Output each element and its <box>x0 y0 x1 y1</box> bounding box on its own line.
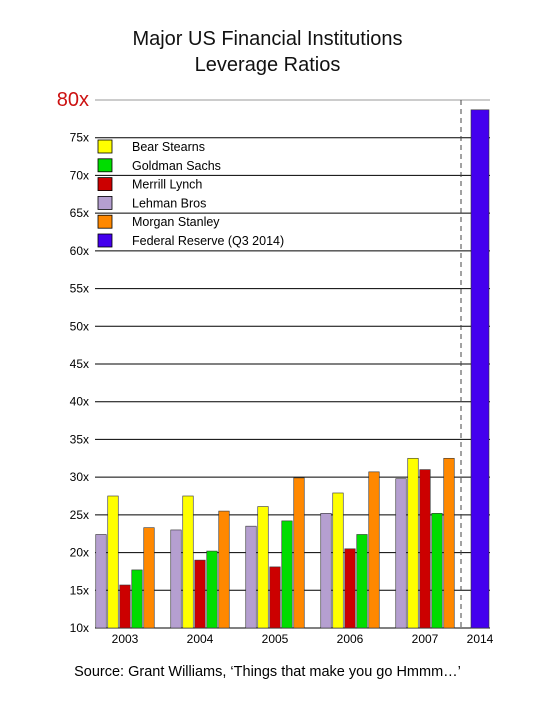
legend-label-federal-reserve-q3-2014: Federal Reserve (Q3 2014) <box>132 234 284 248</box>
chart-title-line-1: Major US Financial Institutions <box>132 28 403 50</box>
bar-merrill-lynch-2006 <box>344 548 356 629</box>
y-axis-tick-labels: 10x 15x 20x 25x 30x 35x 40x 45x 50x 55x 60x 65x 70x 7… <box>57 89 89 635</box>
bar-merrill-lynch-2007 <box>419 469 431 629</box>
y-tick-label-30: 30x <box>70 470 89 484</box>
y-tick-label-80: 80x <box>57 89 89 111</box>
bar-bear-stearns-2006 <box>332 492 344 629</box>
y-tick-label-60: 60x <box>70 244 89 258</box>
bar-bear-stearns-2003 <box>107 495 119 629</box>
bar-lehman-bros-2003 <box>95 534 107 629</box>
bar-bear-stearns-2007 <box>407 457 419 629</box>
y-tick-label-20: 20x <box>70 546 89 560</box>
legend-swatch-federal-reserve-q3-2014 <box>97 233 113 248</box>
bar-morgan-stanley-2007 <box>443 457 455 629</box>
x-tick-label-2006: 2006 <box>337 632 364 646</box>
bar-bear-stearns-2005 <box>257 506 269 629</box>
bar-bear-stearns-2004 <box>182 495 194 629</box>
bar-lehman-bros-2004 <box>170 529 182 629</box>
y-tick-label-45: 45x <box>70 357 89 371</box>
y-tick-label-55: 55x <box>70 282 89 296</box>
x-tick-label-2005: 2005 <box>262 632 289 646</box>
x-tick-label-2014: 2014 <box>467 632 494 646</box>
x-tick-label-2007: 2007 <box>412 632 439 646</box>
bar-lehman-bros-2007 <box>395 478 407 629</box>
bars <box>95 109 490 629</box>
x-tick-label-2003: 2003 <box>112 632 139 646</box>
bar-goldman-sachs-2005 <box>281 520 293 629</box>
y-tick-label-40: 40x <box>70 395 89 409</box>
bar-goldman-sachs-2003 <box>131 569 143 629</box>
bar-merrill-lynch-2004 <box>194 559 206 629</box>
x-axis-tick-labels: 2003 2004 2005 2006 2007 2014 <box>112 632 494 646</box>
y-tick-label-75: 75x <box>70 131 89 145</box>
bar-morgan-stanley-2006 <box>368 471 380 629</box>
y-tick-label-65: 65x <box>70 206 89 220</box>
bar-goldman-sachs-2004 <box>206 550 218 629</box>
y-tick-label-70: 70x <box>70 168 89 182</box>
legend-swatch-goldman-sachs <box>97 158 113 173</box>
source-caption: Source: Grant Williams, ‘Things that mak… <box>74 664 461 680</box>
legend-swatch-lehman-bros <box>97 195 113 210</box>
bar-goldman-sachs-2007 <box>431 513 443 629</box>
bar-lehman-bros-2005 <box>245 525 257 629</box>
bar-federal-reserve-q3-2014-2014 <box>470 109 490 629</box>
legend-swatch-morgan-stanley <box>97 214 113 229</box>
legend-label-morgan-stanley: Morgan Stanley <box>132 215 220 229</box>
x-tick-label-2004: 2004 <box>187 632 214 646</box>
bar-merrill-lynch-2005 <box>269 566 281 629</box>
chart-title-line-2: Leverage Ratios <box>194 54 341 76</box>
legend-label-goldman-sachs: Goldman Sachs <box>132 159 221 173</box>
legend-label-merrill-lynch: Merrill Lynch <box>132 178 202 192</box>
chart-title: Major US Financial Institutions Leverage… <box>0 26 535 78</box>
y-tick-label-15: 15x <box>70 583 89 597</box>
bar-morgan-stanley-2004 <box>218 510 230 629</box>
bar-merrill-lynch-2003 <box>119 584 131 629</box>
legend-label-lehman-bros: Lehman Bros <box>132 196 206 210</box>
leverage-bar-chart: 10x 15x 20x 25x 30x 35x 40x 45x 50x 55x 60x 65x 70x 7… <box>57 89 494 646</box>
y-tick-label-25: 25x <box>70 508 89 522</box>
legend: Bear Stearns Goldman Sachs Merrill Lynch Le… <box>97 139 284 248</box>
legend-label-bear-stearns: Bear Stearns <box>132 140 205 154</box>
bar-goldman-sachs-2006 <box>356 534 368 629</box>
y-tick-label-50: 50x <box>70 319 89 333</box>
bar-morgan-stanley-2005 <box>293 477 305 629</box>
y-tick-label-35: 35x <box>70 432 89 446</box>
y-tick-label-10: 10x <box>70 621 89 635</box>
bar-lehman-bros-2006 <box>320 513 332 629</box>
bar-morgan-stanley-2003 <box>143 527 155 629</box>
legend-swatch-bear-stearns <box>97 139 113 154</box>
legend-swatch-merrill-lynch <box>97 177 113 192</box>
